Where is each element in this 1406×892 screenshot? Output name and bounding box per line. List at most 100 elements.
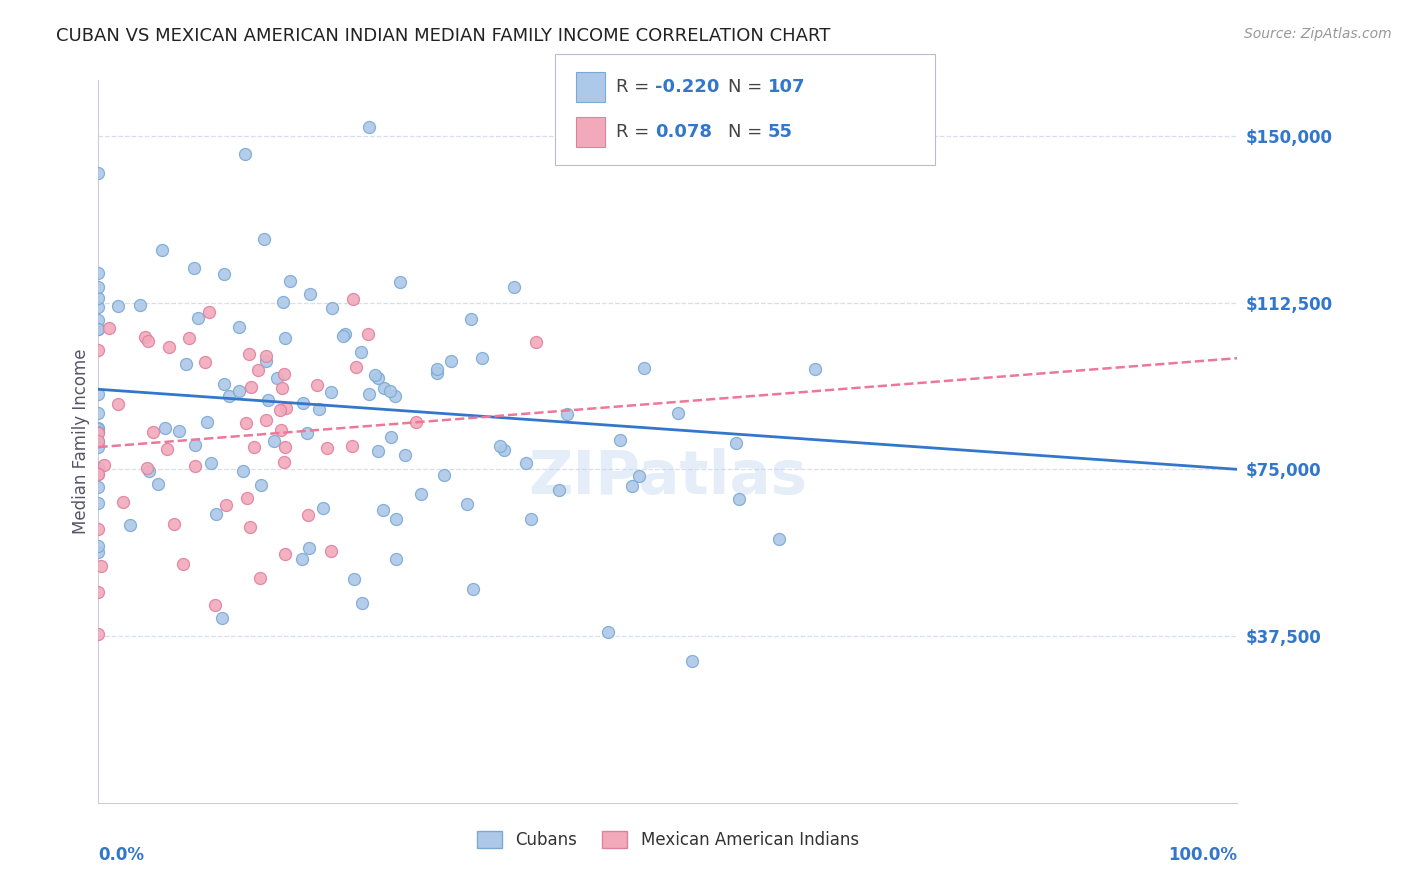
Point bbox=[357, 326, 380, 341]
Point bbox=[87, 166, 110, 180]
Point bbox=[359, 387, 381, 401]
Point bbox=[388, 275, 411, 289]
Point bbox=[156, 442, 179, 457]
Point bbox=[228, 384, 250, 399]
Point bbox=[257, 392, 280, 407]
Point bbox=[456, 497, 478, 511]
Point bbox=[138, 334, 160, 348]
Point bbox=[804, 361, 827, 376]
Point bbox=[153, 421, 176, 435]
Text: 100.0%: 100.0% bbox=[1168, 847, 1237, 864]
Point bbox=[204, 598, 226, 612]
Point bbox=[136, 460, 159, 475]
Point bbox=[87, 266, 110, 280]
Point bbox=[138, 464, 160, 478]
Point bbox=[352, 596, 374, 610]
Point bbox=[298, 541, 321, 555]
Point bbox=[211, 611, 233, 625]
Point bbox=[515, 456, 537, 470]
Text: ZIPatlas: ZIPatlas bbox=[529, 448, 807, 508]
Point bbox=[378, 384, 401, 399]
Point bbox=[187, 310, 209, 325]
Point bbox=[274, 547, 297, 561]
Point bbox=[87, 426, 110, 441]
Point bbox=[620, 479, 643, 493]
Point bbox=[174, 358, 197, 372]
Text: -0.220: -0.220 bbox=[655, 78, 720, 95]
Point bbox=[184, 438, 207, 452]
Point bbox=[321, 544, 343, 558]
Point bbox=[725, 436, 748, 450]
Point bbox=[364, 368, 387, 383]
Point bbox=[373, 381, 395, 395]
Point bbox=[340, 439, 363, 453]
Point bbox=[212, 268, 235, 282]
Point bbox=[269, 402, 291, 417]
Point bbox=[666, 406, 689, 420]
Point bbox=[194, 354, 217, 368]
Point bbox=[90, 558, 112, 573]
Point bbox=[471, 351, 494, 366]
Point bbox=[87, 496, 110, 510]
Point bbox=[87, 440, 110, 454]
Point bbox=[426, 366, 449, 380]
Point bbox=[87, 584, 110, 599]
Point bbox=[298, 287, 321, 301]
Point bbox=[87, 387, 110, 401]
Point bbox=[184, 458, 207, 473]
Point bbox=[270, 381, 292, 395]
Point bbox=[235, 416, 257, 430]
Point bbox=[350, 345, 373, 359]
Point bbox=[87, 291, 110, 305]
Y-axis label: Median Family Income: Median Family Income bbox=[72, 349, 90, 534]
Point bbox=[212, 376, 235, 391]
Text: N =: N = bbox=[728, 78, 768, 95]
Point bbox=[87, 322, 110, 336]
Point bbox=[111, 495, 134, 509]
Point bbox=[273, 440, 295, 454]
Point bbox=[87, 343, 110, 357]
Point bbox=[200, 456, 222, 470]
Point bbox=[333, 326, 356, 341]
Point bbox=[214, 498, 236, 512]
Point bbox=[87, 467, 110, 482]
Point bbox=[228, 319, 250, 334]
Point bbox=[728, 491, 751, 506]
Point bbox=[526, 335, 548, 350]
Point bbox=[384, 389, 406, 403]
Point bbox=[628, 469, 651, 483]
Point bbox=[87, 467, 110, 482]
Point bbox=[195, 415, 218, 429]
Point bbox=[440, 353, 463, 368]
Text: 0.0%: 0.0% bbox=[98, 847, 145, 864]
Point bbox=[768, 532, 790, 546]
Point bbox=[118, 517, 141, 532]
Point bbox=[291, 395, 314, 409]
Point bbox=[107, 397, 129, 411]
Point bbox=[93, 458, 115, 472]
Point bbox=[598, 624, 620, 639]
Point bbox=[270, 423, 292, 437]
Point bbox=[609, 434, 631, 448]
Point bbox=[107, 298, 129, 312]
Point bbox=[253, 232, 276, 246]
Text: Source: ZipAtlas.com: Source: ZipAtlas.com bbox=[1244, 27, 1392, 41]
Point bbox=[98, 320, 121, 334]
Point bbox=[273, 367, 295, 381]
Point bbox=[87, 539, 110, 553]
Point bbox=[489, 439, 512, 453]
Point bbox=[87, 522, 110, 536]
Point bbox=[271, 294, 294, 309]
Point bbox=[87, 545, 110, 559]
Point bbox=[129, 298, 152, 312]
Point bbox=[681, 654, 703, 668]
Point bbox=[411, 487, 433, 501]
Point bbox=[87, 280, 110, 294]
Point bbox=[344, 360, 367, 375]
Point bbox=[87, 406, 110, 420]
Point bbox=[87, 461, 110, 475]
Point bbox=[87, 421, 110, 435]
Point bbox=[146, 477, 169, 491]
Point bbox=[547, 483, 569, 497]
Point bbox=[236, 491, 259, 505]
